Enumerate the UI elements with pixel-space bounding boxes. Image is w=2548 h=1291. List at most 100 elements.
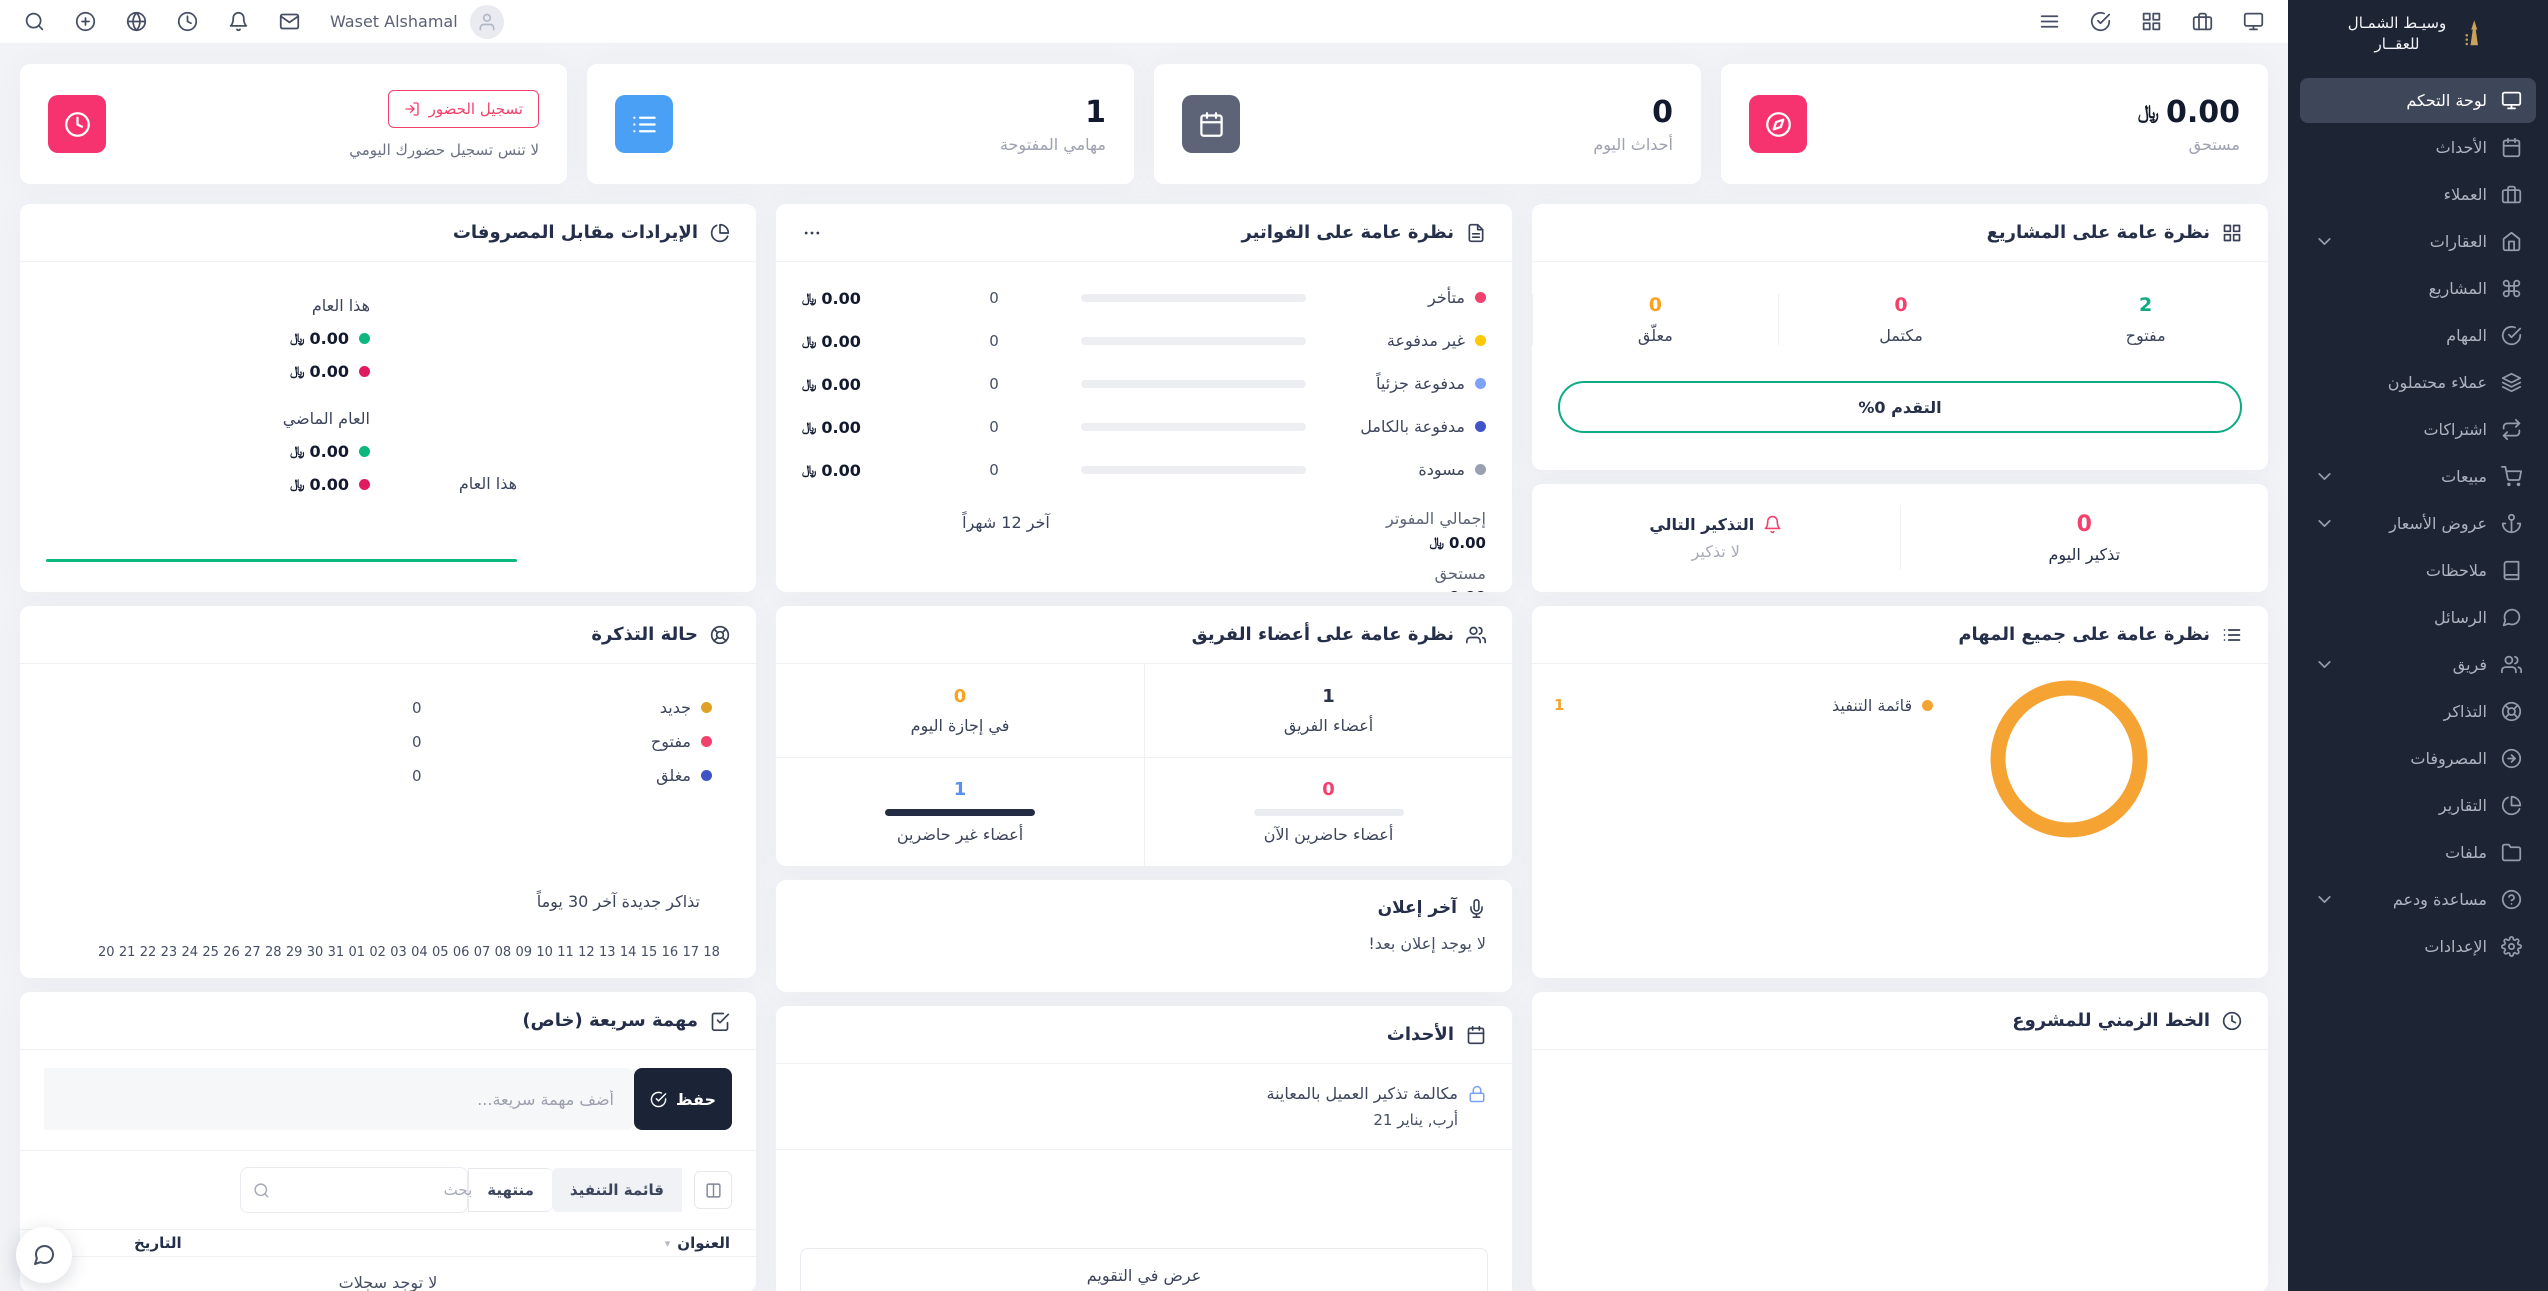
search-input[interactable] [278,1181,473,1199]
sidebar-item-label: مبيعات [2441,467,2487,486]
calendar-icon [1182,95,1240,153]
ticket-chart-title: تذاكر جديدة آخر 30 يوماً [536,892,700,911]
time-log-icon[interactable] [177,11,198,32]
currency-symbol: ﷼ [802,291,817,306]
sidebar-item-team[interactable]: فريق [2300,642,2536,687]
legend-dot [1922,700,1934,711]
clock-icon [2222,1011,2242,1031]
sidebar-item-leads[interactable]: عملاء محتملون [2300,360,2536,405]
column-date-label[interactable]: التاريخ [134,1234,182,1252]
invoice-row-overdue: متأخر 0 ﷼ 0.00 [802,276,1486,319]
chat-icon [32,1243,56,1267]
view-in-calendar-button[interactable]: عرض في التقويم [800,1248,1488,1291]
avatar[interactable] [469,4,504,39]
ticket-count: 0 [412,766,422,785]
sidebar-item-tickets[interactable]: التذاكر [2300,689,2536,734]
sidebar-item-label: التذاكر [2443,702,2487,721]
expense-dot [359,366,370,377]
sidebar-item-settings[interactable]: الإعدادات [2300,924,2536,969]
sidebar-item-quotes[interactable]: عروض الأسعار [2300,501,2536,546]
sidebar-item-files[interactable]: ملفات [2300,830,2536,875]
tab-done[interactable]: منتهية [468,1168,552,1212]
axis-tick: 12 [578,945,595,960]
checkin-button[interactable]: تسجيل الحضور [387,89,539,128]
sparkline-label: هذا العام [458,474,518,493]
card-title: حالة التذكرة [591,624,698,645]
axis-tick: 14 [619,945,637,960]
ticket-status-label: مغلق [656,766,691,785]
due-amount: 0.00 [1449,588,1486,592]
display-monitor-icon[interactable] [2243,11,2264,32]
notifications-bell-icon[interactable] [228,11,249,32]
currency-symbol: ﷼ [290,331,305,346]
search-icon[interactable] [24,11,45,32]
income-sparkline-line [46,559,518,562]
team-on-leave-cell: 0 في إجازة اليوم [776,664,1144,758]
quick-add-icon[interactable] [75,11,96,32]
help-circle-icon [2501,889,2522,910]
card-title: مهمة سريعة (خاص) [522,1010,698,1031]
tab-todo[interactable]: قائمة التنفيذ [551,1168,682,1212]
projects-stats: 2 مفتوح 0 مكتمل 0 معلّق [1532,294,2268,345]
invoice-count: 0 [989,417,999,436]
card-header: حالة التذكرة [20,606,756,664]
event-list-item[interactable]: مكالمة تذكير العميل بالمعاينة أرب, يناير… [776,1064,1512,1150]
tasks-legend[interactable]: قائمة التنفيذ [1832,696,1934,715]
stat-value: 0 [1322,779,1335,801]
messages-mail-icon[interactable] [279,11,300,32]
card-header: نظرة عامة على أعضاء الفريق [776,606,1512,664]
menu-icon[interactable] [2039,11,2060,32]
projects-overview-card: نظرة عامة على المشاريع 2 مفتوح 0 مكتمل [1532,204,2268,470]
sidebar-item-reports[interactable]: التقارير [2300,783,2536,828]
chat-fab-button[interactable] [16,1227,72,1283]
card-header: الخط الزمني للمشروع [1532,992,2268,1050]
last-year-label: العام الماضي [282,409,370,428]
income-amount: 0.00 [309,329,349,348]
currency-symbol: ﷼ [1429,535,1444,550]
sidebar-item-dashboard[interactable]: لوحة التحكم [2300,78,2536,123]
gear-icon [2501,936,2522,957]
sidebar-item-messages[interactable]: الرسائل [2300,595,2536,640]
stat-text: ﷼ 0.00 مستحق [2138,95,2240,154]
sidebar-item-projects[interactable]: المشاريع [2300,266,2536,311]
quick-task-input-row: حفظ [44,1068,732,1130]
stat-text: 0 أحداث اليوم [1593,95,1673,154]
axis-tick: 25 [202,945,219,960]
column-header-title[interactable]: العنوان ▾ [665,1234,730,1252]
stat-value: 0 [1648,294,1662,316]
sidebar-item-label: مساعدة ودعم [2392,890,2487,909]
more-options-icon[interactable] [802,223,822,243]
sidebar-item-subscriptions[interactable]: اشتراكات [2300,407,2536,452]
columns-toggle-button[interactable] [694,1171,732,1209]
card-title: نظرة عامة على جميع المهام [1958,624,2210,645]
sidebar-item-tasks[interactable]: المهام [2300,313,2536,358]
quick-task-input[interactable] [44,1068,634,1130]
sidebar-item-notes[interactable]: ملاحظات [2300,548,2536,593]
stat-card-events-today[interactable]: 0 أحداث اليوم [1154,64,1701,184]
sidebar-item-sales[interactable]: مبيعات [2300,454,2536,499]
work-briefcase-icon[interactable] [2192,11,2213,32]
ticket-count: 0 [412,698,422,717]
todo-check-icon[interactable] [2090,11,2111,32]
empty-records-text: لا توجد سجلات [338,1273,438,1291]
invoice-rows: متأخر 0 ﷼ 0.00 غير مدفوعة 0 ﷼ 0.00 مدفوعة … [776,262,1512,491]
sidebar-item-events[interactable]: الأحداث [2300,125,2536,170]
card-title: الخط الزمني للمشروع [2012,1010,2210,1031]
invoice-count: 0 [989,331,999,350]
apps-grid-icon[interactable] [2141,11,2162,32]
stat-card-open-tasks[interactable]: 1 مهامي المفتوحة [587,64,1134,184]
language-globe-icon[interactable] [126,11,147,32]
sidebar-item-properties[interactable]: العقارات [2300,219,2536,264]
announcement-body: آخر إعلان لا يوجد إعلان بعد! [776,880,1512,971]
repeat-icon [2501,419,2522,440]
total-invoiced-label: إجمالي المفوتر [1386,509,1486,528]
sidebar-item-help[interactable]: مساعدة ودعم [2300,877,2536,922]
income-sparkline: هذا العام [46,474,518,562]
sidebar-item-clients[interactable]: العملاء [2300,172,2536,217]
user-menu[interactable]: Waset Alshamal [330,4,504,39]
save-button[interactable]: حفظ [634,1068,732,1130]
stat-card-due[interactable]: ﷼ 0.00 مستحق [1721,64,2268,184]
brand[interactable]: وسيـط الشمـال للعقــار [2288,0,2548,68]
sidebar-item-expenses[interactable]: المصروفات [2300,736,2536,781]
axis-tick: 11 [557,945,574,960]
